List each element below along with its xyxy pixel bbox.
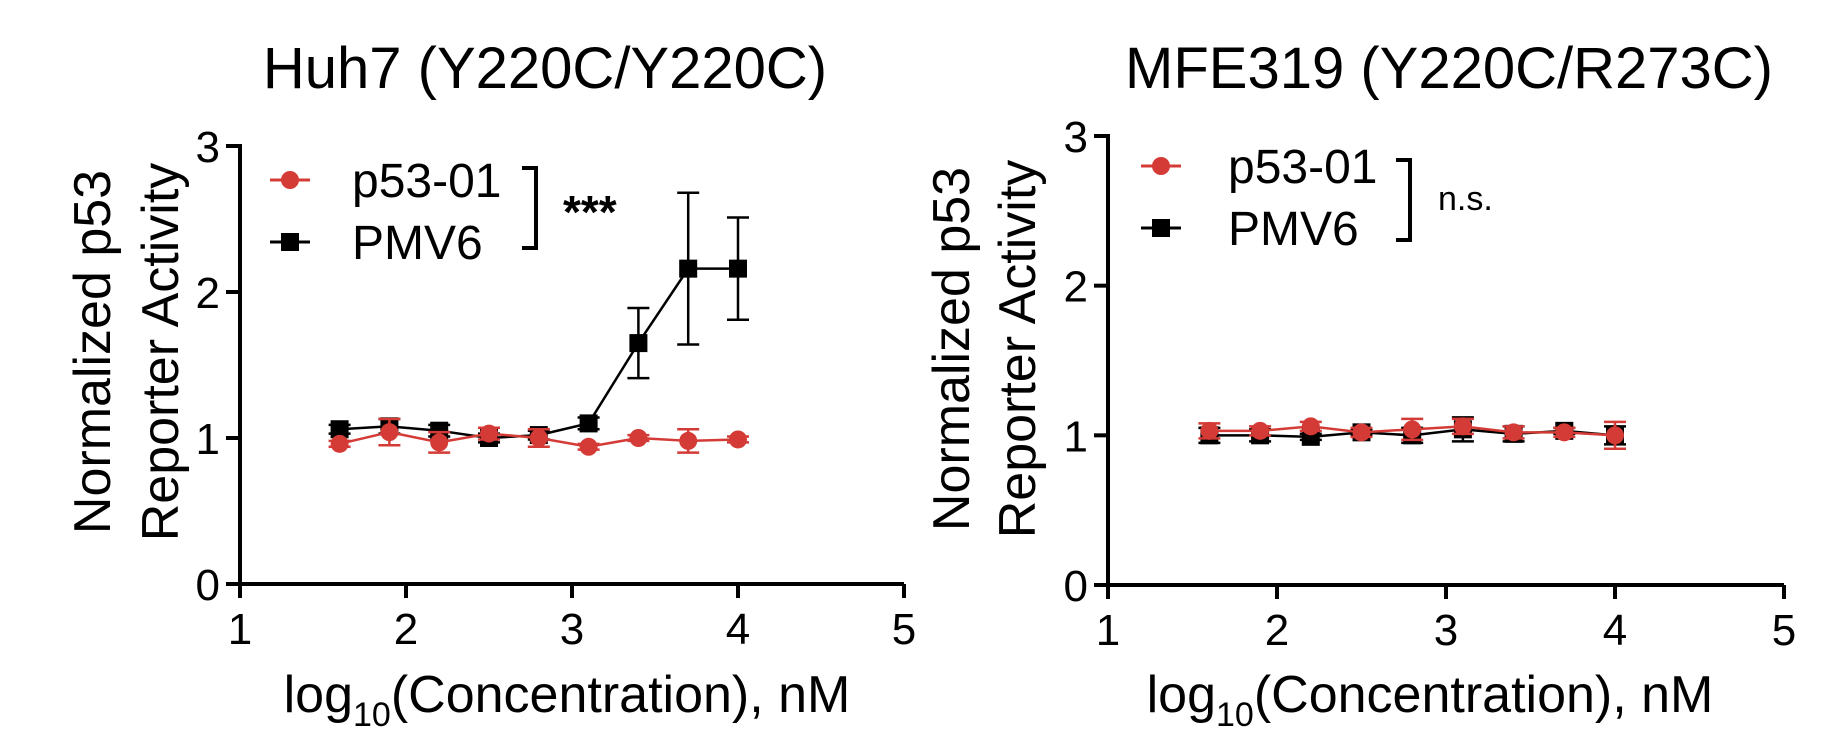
x-tick-label: 4 [726,605,750,654]
legend-marker-pmv6 [1152,219,1170,237]
data-point-p53-01 [529,429,548,447]
x-tick-label: 5 [892,605,916,654]
data-point-p53-01 [1352,423,1371,442]
data-point-p53-01 [679,431,698,450]
data-point-p53-01 [1453,417,1472,436]
y-axis-label-line2: Reporter Activity [132,163,190,542]
chart-title: Huh7 (Y220C/Y220C) [263,36,827,101]
y-tick-label: 0 [196,561,220,610]
data-point-p53-01 [380,423,399,442]
x-tick-label: 4 [1603,606,1627,655]
x-axis-label: log10(Concentration), nM [1147,666,1714,734]
y-tick-label: 1 [196,415,220,464]
y-axis-label: Normalized p53 Reporter Activity [64,163,190,542]
legend-label-p53-01: p53-01 [352,155,501,208]
data-point-p53-01 [430,433,449,452]
data-point-p53-01 [629,429,648,447]
x-tick-label: 3 [560,605,584,654]
data-point-p53-01 [1301,417,1320,436]
data-point-pmv6 [679,259,698,278]
y-axis-label: Normalized p53 Reporter Activity [923,160,1047,539]
legend-label-pmv6: PMV6 [1228,203,1359,256]
data-point-p53-01 [579,437,598,456]
y-axis-label-line1: Normalized p53 [923,167,981,531]
y-tick-label: 2 [196,269,220,318]
data-point-p53-01 [1555,423,1574,442]
y-tick-label: 1 [1064,412,1088,461]
legend-marker-pmv6 [281,233,299,251]
x-tick-label: 1 [228,605,252,654]
data-point-pmv6 [629,334,648,353]
legend-marker-p53-01 [281,171,299,189]
data-point-p53-01 [1403,420,1422,439]
y-tick-label: 0 [1064,562,1088,611]
legend: p53-01 PMV6 n.s. [1141,141,1493,256]
y-axis-label-line1: Normalized p53 [64,170,122,534]
data-point-p53-01 [729,430,747,449]
data-point-p53-01 [1200,421,1219,440]
legend-marker-p53-01 [1152,157,1170,175]
y-axis-label-line2: Reporter Activity [989,160,1047,539]
x-tick-label: 1 [1096,606,1120,655]
legend: p53-01 PMV6 *** [270,155,617,270]
y-tick-label: 2 [1064,263,1088,312]
x-tick-label: 2 [394,605,418,654]
x-tick-label: 5 [1772,606,1796,655]
data-point-pmv6 [729,259,747,278]
data-point-p53-01 [1606,426,1624,445]
y-tick-label: 3 [196,123,220,172]
significance-bracket [1396,158,1412,242]
data-point-p53-01 [480,424,498,443]
data-point-p53-01 [330,434,349,453]
data-point-pmv6 [579,414,598,433]
legend-label-pmv6: PMV6 [352,217,483,270]
y-tick-label: 3 [1064,113,1088,162]
significance-label: n.s. [1438,180,1493,218]
chart-panel-mfe319: MFE319 (Y220C/R273C) Normalized p53 Repo… [923,36,1796,734]
series-line-pmv6 [339,267,738,440]
data-point-p53-01 [1504,423,1523,442]
chart-title: MFE319 (Y220C/R273C) [1125,36,1773,101]
data-point-p53-01 [1251,421,1270,440]
significance-bracket [522,166,538,250]
x-tick-label: 3 [1434,606,1458,655]
significance-label: *** [563,186,617,238]
x-axis-label: log10(Concentration), nM [284,666,851,734]
x-tick-label: 2 [1265,606,1289,655]
data-point-pmv6 [330,420,349,439]
chart-panel-huh7: Huh7 (Y220C/Y220C) Normalized p53 Report… [64,36,916,734]
legend-label-p53-01: p53-01 [1228,141,1377,194]
